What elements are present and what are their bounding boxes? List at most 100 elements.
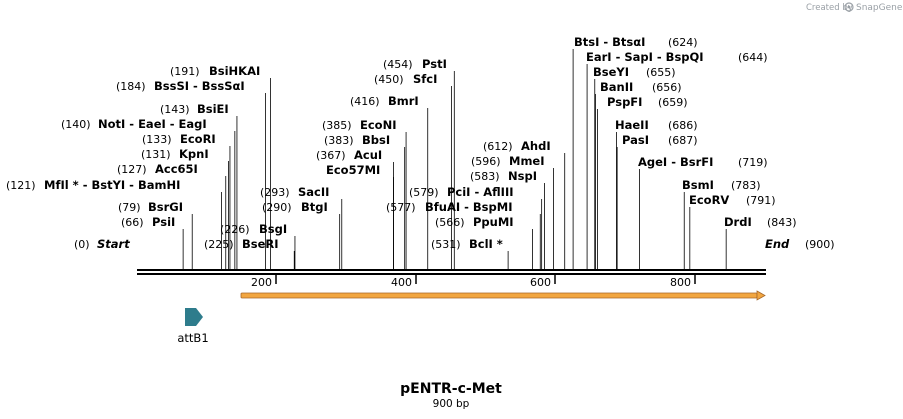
end-label: End (900)	[765, 237, 835, 251]
site-ppumi[interactable]: (566) PpuMI	[435, 215, 514, 229]
site-pos: (290)	[262, 201, 292, 214]
site-mmei[interactable]: (596) MmeI	[471, 154, 545, 168]
site-name: DrdI	[724, 215, 752, 229]
site-haeii[interactable]: HaeII (686)	[615, 118, 698, 132]
site-name: BfuAI - BspMI	[425, 200, 512, 214]
site-pos: (79)	[118, 201, 141, 214]
site-name: MfIl * - BstYI - BamHI	[44, 178, 180, 192]
site-name: BsmI	[682, 178, 714, 192]
map-size: 900 bp	[433, 398, 470, 410]
site-name: AgeI - BsrFI	[638, 155, 713, 169]
site-btsi-btsai[interactable]: BtsI - BtsαI (624)	[574, 35, 698, 49]
site-name: PpuMI	[473, 215, 514, 229]
site-bcli[interactable]: (531) BclI *	[431, 237, 503, 251]
site-name: BssSI - BssSαI	[154, 79, 245, 93]
site-pos: (367)	[316, 149, 346, 162]
orf-bar	[240, 292, 758, 299]
site-nspi[interactable]: (583) NspI	[470, 169, 537, 183]
site-name: BsiHKAI	[209, 64, 260, 78]
site-psii[interactable]: (66) PsiI	[121, 215, 175, 229]
site-pos: (454)	[383, 58, 413, 71]
site-name: SfcI	[413, 72, 437, 86]
site-acc65i[interactable]: (127) Acc65I	[117, 162, 198, 176]
site-sacii[interactable]: (293) SacII	[260, 185, 329, 199]
site-pos: (612)	[483, 140, 513, 153]
backbone-top-strand	[137, 269, 766, 271]
site-bmri[interactable]: (416) BmrI	[350, 94, 419, 108]
site-pspfi[interactable]: PspFI (659)	[607, 95, 688, 109]
site-name: EcoRV	[689, 193, 729, 207]
site-name: PspFI	[607, 95, 642, 109]
site-pcii-afliii[interactable]: (579) PciI - AflIII	[409, 185, 514, 199]
site-name: HaeII	[615, 118, 649, 132]
site-pos: (531)	[431, 238, 461, 251]
site-pos: (686)	[668, 119, 698, 132]
site-name: BmrI	[388, 94, 419, 108]
site-bsmi[interactable]: BsmI (783)	[682, 178, 761, 192]
site-bsiei[interactable]: (143) BsiEI	[160, 102, 229, 116]
site-bsrgi[interactable]: (79) BsrGI	[118, 200, 183, 214]
site-name: BseRI	[242, 237, 279, 251]
start-pos: (0)	[74, 238, 90, 251]
ruler-tick-600: 600	[530, 275, 556, 289]
site-pos: (184)	[116, 80, 146, 93]
site-pos: (66)	[121, 216, 144, 229]
site-drdi[interactable]: DrdI (843)	[724, 215, 797, 229]
end-pos: (900)	[805, 238, 835, 251]
ruler-tick-200: 200	[251, 275, 277, 289]
site-bsssi-bsssai[interactable]: (184) BssSI - BssSαI	[116, 79, 245, 93]
site-name: BanII	[600, 80, 633, 94]
ruler-tick-label: 400	[391, 276, 412, 289]
site-sfci[interactable]: (450) SfcI	[374, 72, 437, 86]
site-bseri[interactable]: (225) BseRI	[204, 237, 279, 251]
site-pasi[interactable]: PasI (687)	[622, 133, 698, 147]
site-pos: (644)	[738, 51, 768, 64]
site-pos: (583)	[470, 170, 500, 183]
site-bbsi[interactable]: (383) BbsI	[324, 133, 390, 147]
site-pos: (783)	[731, 179, 761, 192]
orf-feature[interactable]	[240, 290, 766, 301]
site-ecori[interactable]: (133) EcoRI	[142, 132, 216, 146]
site-pos: (293)	[260, 186, 290, 199]
site-pos: (687)	[668, 134, 698, 147]
site-acui[interactable]: (367) AcuI	[316, 148, 382, 162]
site-bsihkai[interactable]: (191) BsiHKAI	[170, 64, 260, 78]
site-eco57mi[interactable]: Eco57MI	[326, 163, 380, 177]
site-name: KpnI	[179, 147, 209, 161]
restriction-site-labels: (0) Start End (900) (66) PsiI (79) BsrGI…	[6, 35, 835, 251]
right-arrow-icon	[185, 308, 203, 326]
ruler-tick-label: 200	[251, 276, 272, 289]
site-pos: (143)	[160, 103, 190, 116]
site-psti[interactable]: (454) PstI	[383, 57, 447, 71]
site-name: BsrGI	[148, 200, 183, 214]
site-pos: (385)	[322, 119, 352, 132]
attb1-feature[interactable]: attB1	[177, 308, 209, 345]
site-ahdi[interactable]: (612) AhdI	[483, 139, 551, 153]
ruler-tick-400: 400	[391, 275, 417, 289]
site-ecorv[interactable]: EcoRV (791)	[689, 193, 776, 207]
site-name: BseYI	[593, 65, 629, 79]
site-bfuai-bspmi[interactable]: (577) BfuAI - BspMI	[386, 200, 512, 214]
site-econi[interactable]: (385) EcoNI	[322, 118, 396, 132]
site-mfli-bstyi-bamhi[interactable]: (121) MfIl * - BstYI - BamHI	[6, 178, 180, 192]
site-name: BtgI	[301, 200, 328, 214]
site-agei-bsrfi[interactable]: AgeI - BsrFI (719)	[638, 155, 768, 169]
site-name: AhdI	[521, 139, 551, 153]
site-bsgi[interactable]: (226) BsgI	[220, 222, 287, 236]
site-name: BsiEI	[197, 102, 229, 116]
dna-backbone	[137, 269, 766, 275]
start-label: (0) Start	[74, 237, 130, 251]
site-name: NotI - EaeI - EagI	[98, 117, 207, 131]
site-noti-eaei-eagi[interactable]: (140) NotI - EaeI - EagI	[61, 117, 207, 131]
site-banii[interactable]: BanII (656)	[600, 80, 682, 94]
site-name: PasI	[622, 133, 649, 147]
site-kpni[interactable]: (131) KpnI	[141, 147, 209, 161]
start-name: Start	[97, 237, 130, 251]
end-name: End	[765, 237, 790, 251]
site-btgi[interactable]: (290) BtgI	[262, 200, 328, 214]
site-eari-sapi-bspqi[interactable]: EarI - SapI - BspQI (644)	[586, 50, 768, 64]
site-name: PstI	[422, 57, 447, 71]
site-bseyi[interactable]: BseYI (655)	[593, 65, 676, 79]
site-pos: (656)	[652, 81, 682, 94]
site-pos: (577)	[386, 201, 416, 214]
